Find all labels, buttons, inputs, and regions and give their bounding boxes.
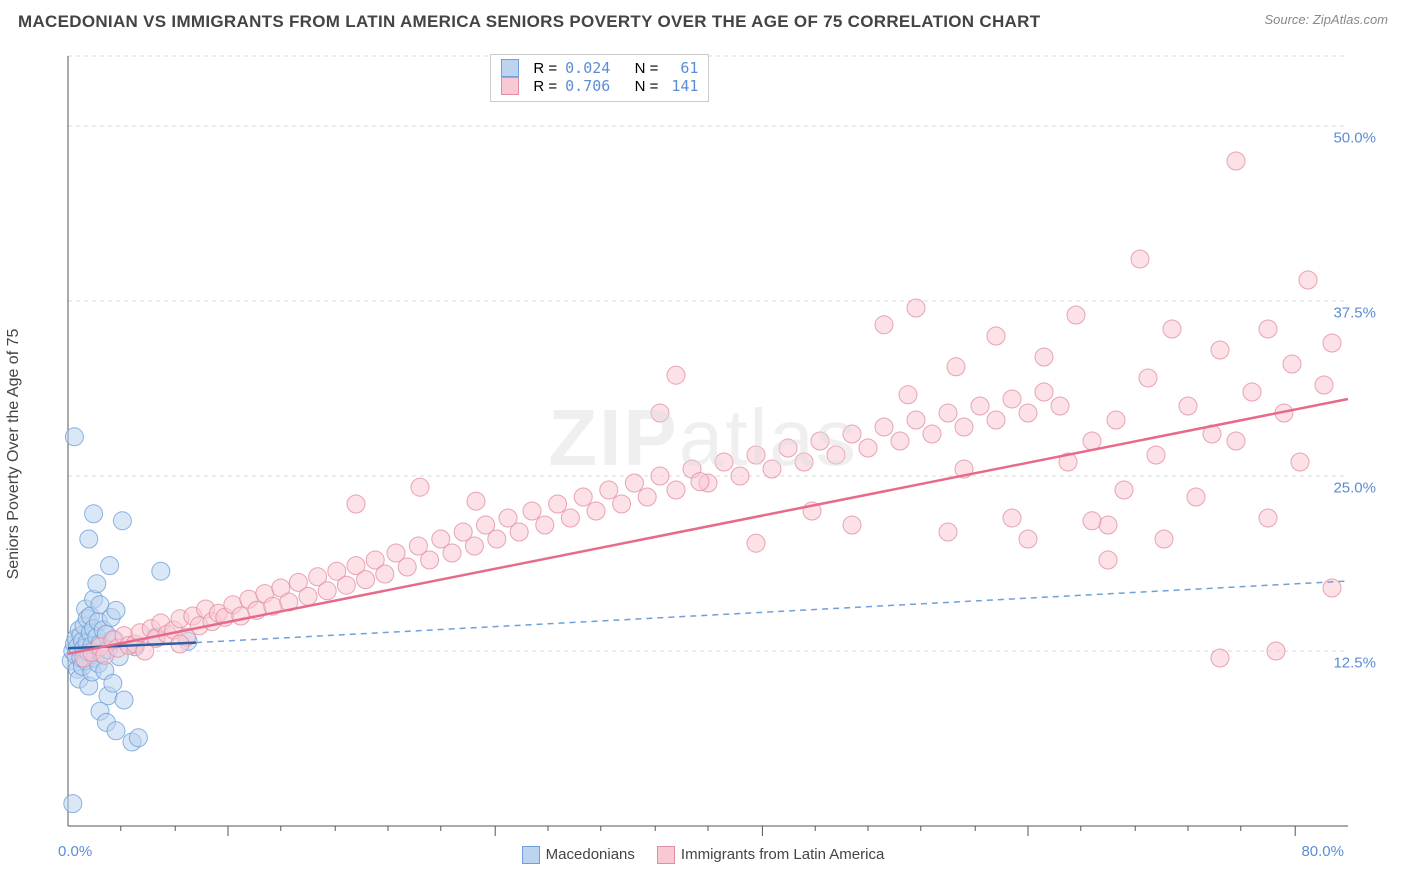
legend-label: Immigrants from Latin America <box>681 846 884 863</box>
y-tick-label: 50.0% <box>1333 130 1376 147</box>
legend-swatch <box>657 846 675 864</box>
stat-row: R =0.024 N =61 <box>501 59 698 77</box>
stat-row: R =0.706 N =141 <box>501 77 698 95</box>
y-axis-label: Seniors Poverty Over the Age of 75 <box>5 329 23 580</box>
chart-title: MACEDONIAN VS IMMIGRANTS FROM LATIN AMER… <box>18 12 1040 32</box>
legend-swatch <box>501 59 519 77</box>
legend-swatch <box>522 846 540 864</box>
legend-swatch <box>501 77 519 95</box>
legend: Macedonians Immigrants from Latin America <box>18 846 1388 864</box>
chart-container: Seniors Poverty Over the Age of 75 ZIPat… <box>18 44 1388 864</box>
source-attribution: Source: ZipAtlas.com <box>1264 12 1388 27</box>
legend-item: Immigrants from Latin America <box>657 846 884 864</box>
legend-item: Macedonians <box>522 846 635 864</box>
y-tick-label: 25.0% <box>1333 480 1376 497</box>
y-tick-label: 37.5% <box>1333 305 1376 322</box>
y-tick-label: 12.5% <box>1333 655 1376 672</box>
scatter-chart <box>18 44 1388 844</box>
correlation-stats-box: R =0.024 N =61R =0.706 N =141 <box>490 54 709 102</box>
legend-label: Macedonians <box>546 846 635 863</box>
